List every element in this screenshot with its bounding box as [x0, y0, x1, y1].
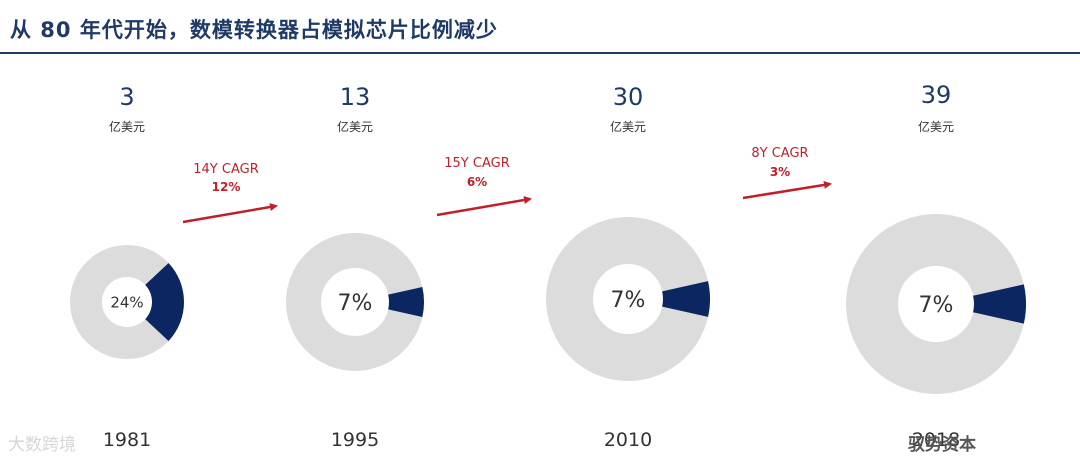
- cagr-value-3: 3%: [770, 165, 790, 179]
- year-label-1981: 1981: [103, 429, 151, 451]
- title-divider: [0, 52, 1080, 54]
- donut-share-1981: [145, 262, 184, 342]
- share-label-2010: 7%: [611, 288, 646, 313]
- market-value-1981: 3: [119, 83, 134, 111]
- donut-share-2010: [662, 281, 710, 317]
- donut-share-2018: [973, 284, 1026, 324]
- share-label-1995: 7%: [338, 291, 373, 316]
- growth-arrow-3: [742, 181, 832, 200]
- share-label-1981: 24%: [110, 293, 143, 311]
- market-unit-1995: 亿美元: [337, 119, 373, 134]
- market-value-2018: 39: [921, 81, 952, 109]
- market-value-1995: 13: [340, 83, 371, 111]
- watermark-left: 大数跨境: [8, 435, 76, 455]
- share-label-2018: 7%: [919, 293, 954, 318]
- cagr-label-2: 15Y CAGR: [444, 156, 509, 171]
- market-unit-2010: 亿美元: [610, 119, 646, 134]
- market-unit-2018: 亿美元: [918, 119, 954, 134]
- market-value-2010: 30: [613, 83, 644, 111]
- year-label-1995: 1995: [331, 429, 379, 451]
- cagr-value-1: 12%: [212, 180, 241, 194]
- donut-share-1995: [388, 286, 424, 318]
- market-unit-1981: 亿美元: [109, 119, 145, 134]
- page-title: 从 80 年代开始，数模转换器占模拟芯片比例减少: [10, 18, 498, 42]
- year-label-2010: 2010: [604, 429, 652, 451]
- growth-arrow-2: [436, 196, 532, 217]
- year-label-2018: 2018: [912, 429, 960, 451]
- cagr-label-3: 8Y CAGR: [751, 146, 808, 161]
- cagr-label-1: 14Y CAGR: [193, 162, 258, 177]
- watermark-right: 驭势资本: [908, 435, 976, 455]
- growth-arrow-1: [182, 203, 278, 224]
- cagr-value-2: 6%: [467, 175, 487, 189]
